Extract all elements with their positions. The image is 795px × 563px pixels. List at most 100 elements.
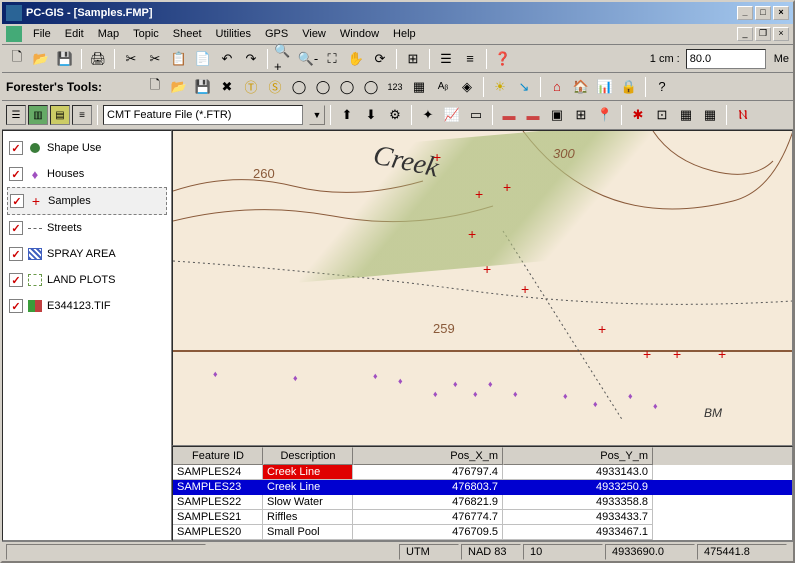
grid-col-pos-y[interactable]: Pos_Y_m [503,447,653,465]
minimize-button[interactable]: _ [737,6,753,20]
ft-circle1-icon[interactable]: ◯ [288,76,310,98]
menu-gps[interactable]: GPS [258,26,295,42]
vt-node-icon[interactable]: ⊡ [651,104,673,126]
house-marker[interactable]: ♦ [473,389,478,399]
sample-marker[interactable]: + [468,226,476,242]
house-marker[interactable]: ♦ [398,376,403,386]
pan-icon[interactable]: ✋ [345,48,367,70]
paste-icon[interactable]: 📄 [192,48,214,70]
help-pointer-icon[interactable]: ❓ [492,48,514,70]
titlebar[interactable]: PC-GIS - [Samples.FMP] _ □ × [2,2,793,24]
open-icon[interactable]: 📂 [30,48,52,70]
vt-t2-icon[interactable]: ▦ [699,104,721,126]
view-lines-icon[interactable]: ≡ [72,105,92,125]
vt-rect1-icon[interactable]: ▬ [498,104,520,126]
ft-new-icon[interactable]: 🗋 [144,76,166,98]
house-marker[interactable]: ♦ [628,391,633,401]
house-marker[interactable]: ♦ [488,379,493,389]
layer-checkbox[interactable]: ✓ [9,247,23,261]
menu-edit[interactable]: Edit [58,26,91,42]
vt-line-icon[interactable]: 📈 [441,104,463,126]
layer-item-tif[interactable]: ✓E344123.TIF [7,293,167,319]
ft-num-icon[interactable]: 123 [384,76,406,98]
vt-t1-icon[interactable]: ▦ [675,104,697,126]
layers-icon[interactable]: ☰ [435,48,457,70]
ft-circle3-icon[interactable]: ◯ [336,76,358,98]
mdi-restore-button[interactable]: ❐ [755,27,771,41]
table-row[interactable]: SAMPLES21Riffles476774.74933433.7 [173,510,792,525]
feature-dropdown-button[interactable]: ▼ [309,105,325,125]
table-row[interactable]: SAMPLES23Creek Line476803.74933250.9 [173,480,792,495]
table-row[interactable]: SAMPLES20Small Pool476709.54933467.1 [173,525,792,540]
scale-input[interactable] [686,49,766,69]
house-marker[interactable]: ♦ [653,401,658,411]
new-icon[interactable]: 🗋 [6,48,28,70]
house-marker[interactable]: ♦ [513,389,518,399]
sample-marker[interactable]: + [503,179,511,195]
zoom-out-icon[interactable]: 🔍- [297,48,319,70]
layer-checkbox[interactable]: ✓ [9,167,23,181]
grid-icon[interactable]: ⊞ [402,48,424,70]
house-marker[interactable]: ♦ [433,389,438,399]
ft-open-icon[interactable]: 📂 [168,76,190,98]
save-icon[interactable]: 💾 [54,48,76,70]
layer-checkbox[interactable]: ✓ [9,141,23,155]
layer-item-house[interactable]: ✓♦Houses [7,161,167,187]
maximize-button[interactable]: □ [755,6,771,20]
table-row[interactable]: SAMPLES22Slow Water476821.94933358.8 [173,495,792,510]
layer-checkbox[interactable]: ✓ [9,273,23,287]
map-canvas[interactable]: Creek 260 300 259 BM + + + + + + + + + +… [172,130,793,446]
vt-overlay-icon[interactable]: ▣ [546,104,568,126]
vt-config-icon[interactable]: ⚙ [384,104,406,126]
sample-marker[interactable]: + [673,346,681,362]
sample-marker[interactable]: + [598,321,606,337]
ft-lock-icon[interactable]: 🔒 [618,76,640,98]
ft-tree-icon[interactable]: 🏠 [570,76,592,98]
layer-item-street[interactable]: ✓Streets [7,215,167,241]
cut-icon[interactable]: ✂ [120,48,142,70]
house-marker[interactable]: ♦ [453,379,458,389]
ft-s-icon[interactable]: Ⓢ [264,76,286,98]
view-columns-icon[interactable]: ▥ [28,105,48,125]
copy-icon[interactable]: 📋 [168,48,190,70]
layer-item-spray[interactable]: ✓SPRAY AREA [7,241,167,267]
ft-hatch-icon[interactable]: ▦ [408,76,430,98]
vt-rect2-icon[interactable]: ▬ [522,104,544,126]
ft-help-icon[interactable]: ? [651,76,673,98]
ft-delete-icon[interactable]: ✖ [216,76,238,98]
menu-file[interactable]: File [26,26,58,42]
print-icon[interactable]: 🖨 [87,48,109,70]
ft-slope-icon[interactable]: ↘ [513,76,535,98]
ft-save-icon[interactable]: 💾 [192,76,214,98]
vt-area-icon[interactable]: ▭ [465,104,487,126]
ft-circle2-icon[interactable]: ◯ [312,76,334,98]
view-split-icon[interactable]: ▤ [50,105,70,125]
ft-text-icon[interactable]: Aᵦ [432,76,454,98]
layer-checkbox[interactable]: ✓ [10,194,24,208]
layer-checkbox[interactable]: ✓ [9,299,23,313]
menu-topic[interactable]: Topic [126,26,166,42]
vt-star-icon[interactable]: ✦ [417,104,439,126]
menu-map[interactable]: Map [91,26,126,42]
zoom-in-icon[interactable]: 🔍+ [273,48,295,70]
vt-grid2-icon[interactable]: ⊞ [570,104,592,126]
menu-utilities[interactable]: Utilities [209,26,258,42]
sample-marker[interactable]: + [475,186,483,202]
house-marker[interactable]: ♦ [293,373,298,383]
grid-col-feature-id[interactable]: Feature ID [173,447,263,465]
table-row[interactable]: SAMPLES24Creek Line476797.44933143.0 [173,465,792,480]
vt-import-icon[interactable]: ⬇ [360,104,382,126]
vt-export-icon[interactable]: ⬆ [336,104,358,126]
menu-help[interactable]: Help [386,26,423,42]
sample-marker[interactable]: + [718,346,726,362]
layer-item-land[interactable]: ✓LAND PLOTS [7,267,167,293]
sample-marker[interactable]: + [643,346,651,362]
feature-file-select[interactable] [103,105,303,125]
house-marker[interactable]: ♦ [563,391,568,401]
redo-icon[interactable]: ↷ [240,48,262,70]
grid-col-description[interactable]: Description [263,447,353,465]
ft-house-icon[interactable]: ⌂ [546,76,568,98]
house-marker[interactable]: ♦ [373,371,378,381]
mdi-close-button[interactable]: × [773,27,789,41]
menu-window[interactable]: Window [333,26,386,42]
